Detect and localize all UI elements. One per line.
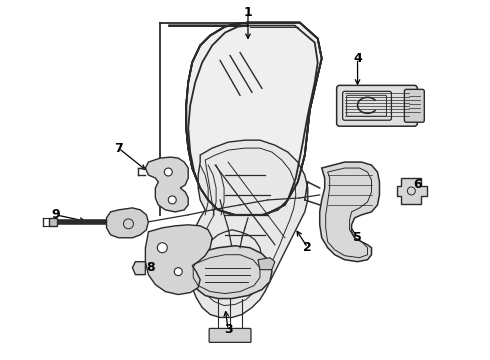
Circle shape [174, 268, 182, 276]
Text: 7: 7 [114, 141, 123, 155]
Polygon shape [132, 262, 146, 275]
Text: 4: 4 [353, 52, 362, 65]
Text: 8: 8 [146, 261, 155, 274]
Polygon shape [258, 258, 275, 270]
Text: 3: 3 [224, 323, 232, 336]
Text: 9: 9 [51, 208, 60, 221]
Polygon shape [319, 162, 379, 262]
Text: 2: 2 [303, 241, 312, 254]
Polygon shape [186, 23, 322, 215]
Text: 5: 5 [353, 231, 362, 244]
Circle shape [168, 196, 176, 204]
Text: 6: 6 [413, 179, 422, 192]
Polygon shape [397, 178, 427, 204]
Polygon shape [188, 140, 308, 318]
Circle shape [157, 243, 167, 253]
FancyBboxPatch shape [337, 85, 417, 126]
FancyBboxPatch shape [209, 328, 251, 342]
Polygon shape [146, 157, 188, 212]
FancyBboxPatch shape [404, 89, 424, 122]
Polygon shape [106, 208, 148, 238]
Text: 1: 1 [244, 6, 252, 19]
Polygon shape [186, 23, 322, 215]
Polygon shape [49, 218, 57, 226]
Polygon shape [188, 246, 272, 298]
Circle shape [164, 168, 172, 176]
Polygon shape [146, 225, 212, 294]
